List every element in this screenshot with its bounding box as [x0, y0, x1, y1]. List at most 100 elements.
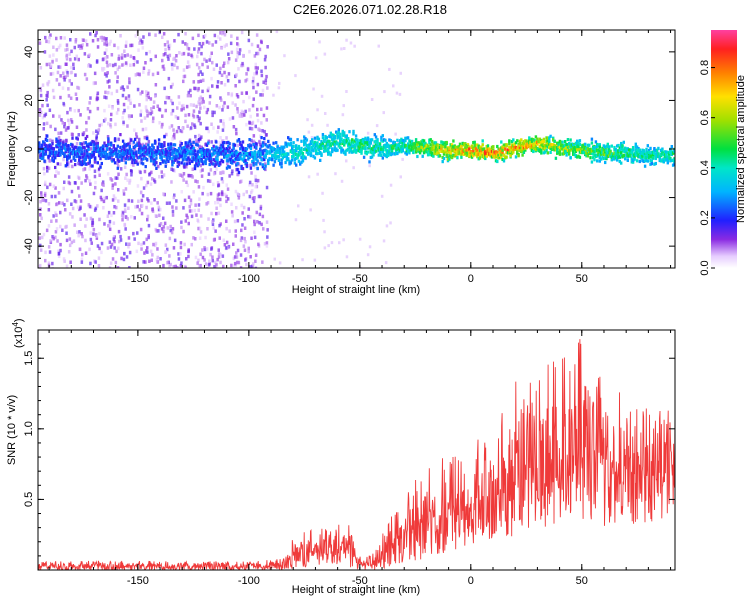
spectrogram-speckle [192, 190, 195, 194]
spectrogram-speckle [69, 108, 72, 112]
spectrogram-speckle [39, 248, 43, 252]
spectrogram-cell [119, 149, 122, 153]
spectrogram-cell [227, 159, 230, 163]
spectrogram-cell [195, 156, 198, 160]
spectrogram-speckle [45, 121, 49, 126]
spectrogram-speckle [57, 249, 60, 253]
spectrogram-speckle [162, 225, 165, 229]
spectrogram-cell [247, 157, 250, 161]
spectrogram-speckle [66, 198, 69, 203]
spectrogram-cell [132, 153, 135, 157]
spectrogram-cell [193, 157, 197, 161]
spectrogram-cell [315, 152, 318, 156]
spectrogram-speckle [256, 44, 260, 48]
spectrogram-cell [528, 136, 531, 140]
spectrogram-cell [340, 137, 343, 141]
spectrogram-speckle [226, 60, 230, 65]
spectrogram-cell [440, 147, 443, 151]
spectrogram-cell [530, 148, 534, 152]
spectrogram-cell [180, 154, 183, 158]
spectrogram-speckle [113, 239, 116, 244]
spectrogram-cell [224, 149, 227, 153]
spectrogram-cell [590, 141, 594, 145]
spectrogram-speckle [215, 63, 218, 67]
spectrogram-cell [259, 147, 262, 152]
spectrogram-speckle [119, 234, 122, 239]
spectrogram-cell [140, 149, 143, 153]
spectrogram-cell [645, 147, 648, 151]
spectrogram-cell [324, 134, 327, 139]
spectrogram-cell [121, 153, 125, 157]
spectrogram-cell [172, 149, 175, 153]
spectrogram-speckle [39, 213, 42, 217]
spectrogram-cell [620, 141, 623, 146]
spectrogram-cell [669, 150, 672, 154]
spectrogram-cell [189, 149, 193, 153]
spectrogram-cell [370, 155, 374, 159]
spectrogram-speckle [258, 221, 261, 225]
spectrogram-cell [662, 153, 665, 157]
spectrogram-cell [478, 145, 482, 149]
spectrogram-cell [434, 141, 438, 145]
spectrogram-speckle [342, 104, 345, 108]
spectrogram-cell [404, 138, 407, 143]
spectrogram-cell [513, 142, 516, 146]
spectrogram-cell [386, 153, 390, 158]
spectrogram-cell [469, 150, 472, 154]
spectrogram-speckle [65, 43, 69, 47]
spectrogram-cell [429, 150, 432, 154]
spectrogram-speckle [49, 239, 52, 243]
spectrogram-cell [422, 141, 426, 145]
spectrogram-cell [650, 150, 653, 154]
spectrogram-speckle [211, 222, 215, 226]
spectrogram-cell [42, 140, 45, 144]
spectrogram-speckle [174, 58, 178, 63]
spectrogram-speckle [62, 75, 66, 80]
spectrogram-speckle [219, 37, 222, 41]
spectrogram-speckle [157, 207, 161, 212]
spectrogram-cell [650, 154, 653, 158]
spectrogram-cell [215, 162, 218, 166]
spectrogram-speckle [46, 103, 49, 108]
spectrogram-cell [248, 145, 251, 149]
spectrogram-cell [405, 152, 408, 156]
spectrogram-cell [422, 144, 426, 148]
spectrogram-cell [565, 143, 568, 147]
spectrogram-cell [364, 150, 367, 155]
spectrogram-speckle [162, 53, 166, 57]
spectrogram-speckle [149, 97, 153, 101]
spectrogram-speckle [247, 214, 250, 219]
spectrogram-speckle [94, 33, 97, 38]
spectrogram-cell [481, 139, 484, 143]
spectrogram-speckle [136, 87, 140, 92]
spectrogram-speckle [124, 44, 128, 48]
spectrogram-cell [408, 146, 411, 150]
spectrogram-speckle [259, 206, 263, 211]
spectrogram-cell [245, 147, 249, 151]
spectrogram-speckle [135, 132, 138, 136]
spectrogram-cell [420, 145, 423, 149]
spectrogram-speckle [216, 84, 219, 89]
spectrogram-speckle [40, 191, 43, 195]
spectrogram-speckle [151, 177, 154, 181]
spectrogram-cell [99, 157, 102, 161]
spectrogram-cell [616, 151, 619, 155]
spectrogram-cell [235, 157, 238, 161]
spectrogram-cell [442, 152, 446, 156]
spectrogram-cell [618, 148, 621, 152]
spectrogram-cell [312, 149, 315, 153]
spectrogram-cell [253, 151, 257, 156]
spectrogram-speckle [254, 266, 258, 268]
spectrogram-cell [605, 144, 608, 148]
spectrogram-cell [620, 151, 623, 155]
spectrogram-cell [542, 147, 546, 151]
spectrogram-cell [385, 145, 388, 149]
spectrogram-speckle [177, 252, 180, 256]
spectrogram-cell [265, 149, 269, 153]
spectrogram-cell [99, 148, 102, 152]
spectrogram-cell [44, 152, 48, 156]
spectrogram-speckle [320, 94, 324, 98]
spectrogram-cell [593, 153, 596, 157]
spectrogram-speckle [96, 106, 100, 111]
spectrogram-cell [592, 152, 595, 156]
